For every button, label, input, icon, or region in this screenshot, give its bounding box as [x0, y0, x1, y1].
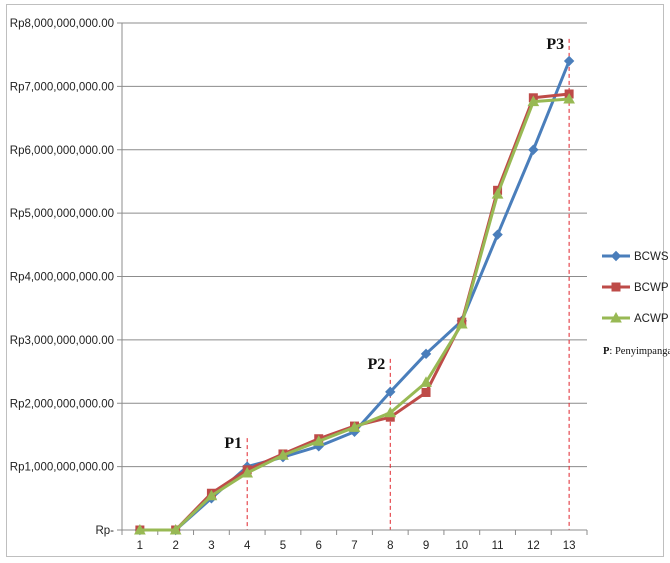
x-tick-label: 3	[208, 540, 214, 552]
x-tick-label: 12	[527, 540, 540, 552]
legend-item-bcwp: BCWP	[602, 282, 669, 294]
x-tick-label: 2	[172, 540, 178, 552]
x-tick-label: 7	[351, 540, 357, 552]
y-tick-label: Rp3,000,000,000.00	[10, 335, 114, 347]
data-point	[491, 188, 504, 199]
deviation-guide-lines	[246, 38, 570, 530]
x-tick-label: 1	[137, 540, 143, 552]
x-tick-label: 8	[387, 540, 393, 552]
data-point	[384, 406, 397, 418]
series-line	[139, 60, 571, 532]
legend: BCWS BCWP ACWP P: Penyimpangan	[602, 250, 670, 357]
data-point	[134, 523, 146, 535]
legend-item-acwp: ACWP	[602, 311, 669, 325]
data-point	[241, 466, 254, 478]
data-point	[420, 348, 432, 360]
data-point	[563, 55, 575, 67]
series-lines	[134, 55, 575, 536]
data-point	[527, 95, 540, 107]
series-bcws	[134, 55, 575, 536]
series-bcwp	[135, 89, 574, 535]
y-tick-label: Rp4,000,000,000.00	[10, 272, 114, 284]
y-tick-label: Rp1,000,000,000.00	[10, 462, 114, 474]
legend-swatch-marker	[611, 282, 621, 292]
x-tick-label: 13	[563, 540, 576, 552]
data-point	[420, 376, 432, 387]
x-tick-label: 6	[316, 540, 322, 552]
y-tick-label: Rp-	[95, 525, 114, 537]
y-tick-label: Rp6,000,000,000.00	[10, 145, 114, 157]
y-tick-label: Rp7,000,000,000.00	[10, 81, 114, 93]
y-axis-tick-labels: Rp- Rp1,000,000,000.00 Rp2,000,000,000.00 R…	[10, 18, 114, 537]
x-axis-tick-labels: 1 2 3 4 5 6 7 8 9 10 11 12 13	[137, 540, 576, 552]
legend-swatch-marker	[610, 250, 622, 262]
data-point	[528, 144, 539, 155]
axes	[117, 22, 588, 535]
x-tick-label: 10	[455, 540, 468, 552]
legend-label: BCWS	[634, 251, 669, 263]
y-tick-label: Rp2,000,000,000.00	[10, 398, 114, 410]
deviation-label: P3	[546, 36, 564, 53]
data-point	[348, 421, 361, 432]
data-point	[455, 318, 468, 329]
legend-label: BCWP	[634, 282, 669, 294]
legend-swatch-marker	[610, 311, 622, 323]
y-tick-label: Rp5,000,000,000.00	[10, 208, 114, 220]
legend-note-text: : Penyimpangan	[609, 346, 670, 357]
legend-item-bcws: BCWS	[602, 250, 669, 263]
series-acwp	[134, 93, 575, 535]
data-point	[563, 93, 575, 104]
deviation-label: P1	[224, 435, 242, 452]
series-line	[139, 97, 570, 532]
legend-label: ACWP	[634, 313, 669, 325]
x-tick-label: 4	[244, 540, 251, 552]
data-point	[421, 387, 431, 397]
data-point	[312, 435, 325, 446]
gridlines	[122, 22, 587, 468]
deviation-annotations: P1 P2 P3	[224, 36, 564, 452]
data-point	[492, 229, 503, 240]
data-point	[277, 449, 289, 460]
legend-note: P: Penyimpangan	[603, 346, 670, 357]
x-tick-label: 9	[423, 540, 429, 552]
x-tick-label: 5	[280, 540, 286, 552]
legend-note-key: P	[603, 346, 610, 357]
y-tick-label: Rp8,000,000,000.00	[10, 18, 114, 30]
data-point	[385, 386, 396, 398]
data-point	[205, 489, 218, 501]
deviation-label: P2	[367, 356, 385, 373]
x-tick-label: 11	[492, 540, 504, 552]
data-point	[169, 523, 182, 535]
series-line	[139, 92, 570, 532]
